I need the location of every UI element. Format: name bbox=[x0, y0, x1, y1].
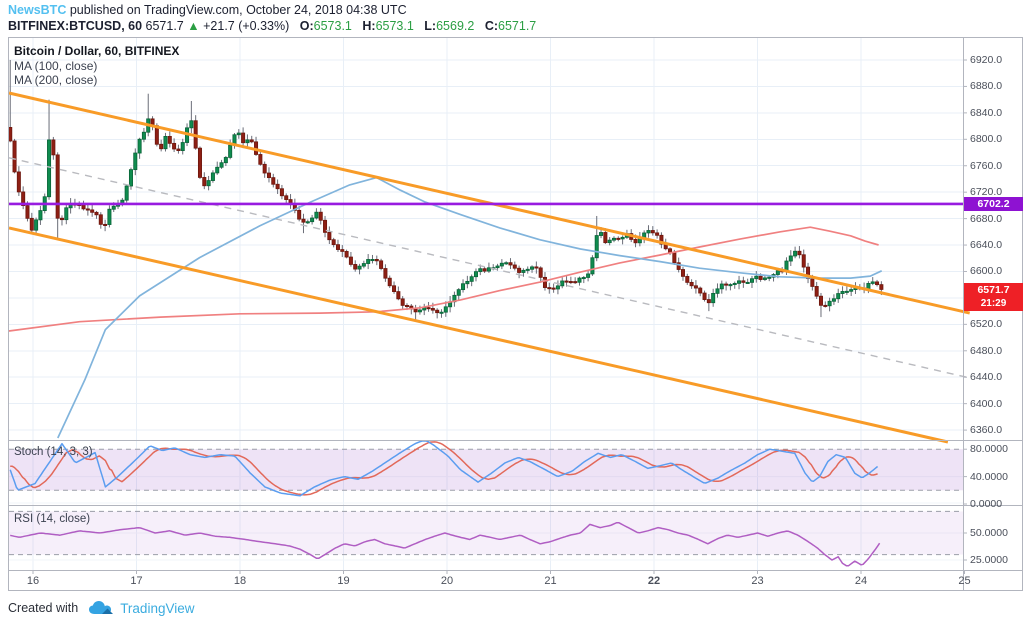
close-value: 6571.7 bbox=[498, 19, 537, 33]
stoch-legend[interactable]: Stoch (14, 3, 3) bbox=[14, 446, 93, 458]
legend-ma200[interactable]: MA (200, close) bbox=[14, 73, 98, 87]
price-axis-tick: 6720.0 bbox=[970, 186, 1003, 199]
rsi-axis-tick: 25.0000 bbox=[970, 554, 1008, 566]
footer: Created with TradingView bbox=[8, 600, 194, 616]
hline-price-label: 6702.2 bbox=[964, 196, 1023, 211]
price-axis-tick: 6440.0 bbox=[970, 371, 1003, 384]
price-axis-tick: 6760.0 bbox=[970, 159, 1003, 172]
price-axis-tick: 6400.0 bbox=[970, 397, 1003, 410]
time-axis-tick: 25 bbox=[958, 575, 971, 587]
low-value: 6569.2 bbox=[436, 19, 475, 33]
up-arrow-icon: ▲ bbox=[187, 19, 200, 33]
source-link[interactable]: NewsBTC bbox=[8, 3, 67, 17]
price-axis-tick: 6920.0 bbox=[970, 54, 1003, 66]
price-axis-tick: 6360.0 bbox=[970, 424, 1003, 437]
rsi-legend[interactable]: RSI (14, close) bbox=[14, 513, 91, 525]
time-axis-tick: 22 bbox=[647, 575, 661, 587]
price-axis-tick: 6800.0 bbox=[970, 133, 1003, 146]
open-label: O: bbox=[299, 19, 314, 33]
tradingview-logo-icon[interactable] bbox=[88, 600, 114, 616]
publish-header: NewsBTC published on TradingView.com, Oc… bbox=[8, 3, 407, 17]
time-axis-tick: 19 bbox=[337, 575, 350, 587]
price-axis-tick: 6600.0 bbox=[970, 265, 1003, 278]
close-label: C: bbox=[484, 19, 499, 33]
price-axis-tick: 6880.0 bbox=[970, 80, 1003, 93]
publish-info: published on TradingView.com, October 24… bbox=[66, 3, 407, 17]
price-axis-tick: 6840.0 bbox=[970, 106, 1003, 119]
price-axis-tick: 6520.0 bbox=[970, 318, 1003, 331]
price-axis-tick: 6640.0 bbox=[970, 239, 1003, 252]
countdown-label: 21:29 bbox=[964, 297, 1023, 312]
stoch-axis-tick: 40.0000 bbox=[970, 470, 1008, 483]
rsi-axis-tick: 50.0000 bbox=[970, 527, 1008, 539]
symbol-title[interactable]: BITFINEX:BTCUSD, 60 bbox=[8, 19, 143, 33]
stoch-axis-tick: 80.0000 bbox=[970, 443, 1008, 456]
symbol-header: BITFINEX:BTCUSD, 60 6571.7 ▲ +21.7 (+0.3… bbox=[8, 19, 536, 33]
high-label: H: bbox=[362, 19, 376, 33]
created-with-text: Created with bbox=[8, 601, 79, 615]
low-label: L: bbox=[424, 19, 437, 33]
stoch-axis-tick: 0.0000 bbox=[970, 498, 1003, 510]
time-axis-tick: 16 bbox=[26, 575, 40, 587]
time-axis-tick: 23 bbox=[751, 575, 764, 587]
legend-ma100[interactable]: MA (100, close) bbox=[14, 58, 98, 73]
price-axis-tick: 6480.0 bbox=[970, 344, 1003, 357]
time-axis-tick: 18 bbox=[233, 575, 247, 587]
tradingview-link[interactable]: TradingView bbox=[120, 600, 195, 616]
open-value: 6573.1 bbox=[313, 19, 352, 33]
time-axis-tick: 17 bbox=[130, 575, 143, 587]
time-axis-tick: 24 bbox=[854, 575, 868, 587]
price-axis-tick: 6680.0 bbox=[970, 212, 1003, 225]
header-change: +21.7 (+0.33%) bbox=[203, 19, 290, 33]
time-axis-tick: 21 bbox=[544, 575, 557, 587]
legend-symbol[interactable]: Bitcoin / Dollar, 60, BITFINEX bbox=[14, 44, 180, 58]
header-last-price: 6571.7 bbox=[145, 19, 184, 33]
last-price-label: 6571.7 bbox=[964, 283, 1023, 298]
chart-legend: Bitcoin / Dollar, 60, BITFINEX MA (100, … bbox=[14, 44, 179, 88]
high-value: 6573.1 bbox=[375, 19, 414, 33]
time-axis-tick: 20 bbox=[440, 575, 454, 587]
